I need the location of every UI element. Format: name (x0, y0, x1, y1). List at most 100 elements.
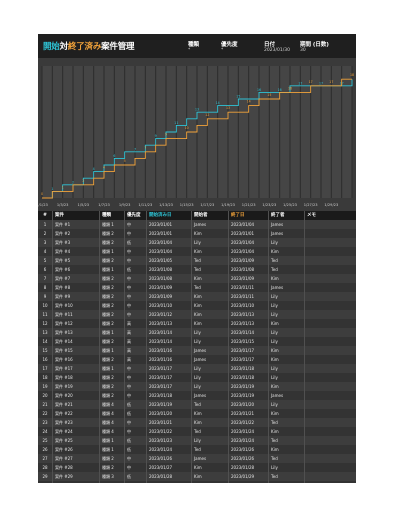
table-cell[interactable]: Lily (191, 373, 228, 382)
table-cell[interactable]: 27 (42, 456, 48, 461)
table-cell[interactable]: Lily (191, 238, 228, 247)
table-cell[interactable]: 19 (42, 384, 48, 389)
table-cell[interactable]: 案件 #18 (52, 373, 99, 382)
table-cell[interactable] (304, 265, 356, 274)
table-cell[interactable]: 種類 1 (99, 346, 124, 355)
table-cell[interactable]: 2023/01/08 (228, 265, 268, 274)
table-cell[interactable]: 案件 #8 (52, 283, 99, 292)
table-cell[interactable]: 2023/01/28 (228, 463, 268, 472)
table-cell[interactable]: 2023/01/14 (146, 328, 191, 337)
table-cell[interactable]: 案件 #3 (52, 238, 99, 247)
table-cell[interactable]: 種類 4 (99, 418, 124, 427)
table-cell[interactable]: 12 (42, 321, 48, 326)
table-cell[interactable]: 2023/01/13 (146, 319, 191, 328)
table-cell[interactable]: 中 (124, 454, 146, 463)
table-cell[interactable]: 2023/01/24 (146, 445, 191, 454)
table-cell[interactable]: Lily (268, 400, 304, 409)
table-cell[interactable]: 中 (124, 382, 146, 391)
table-cell[interactable]: 28 (42, 465, 48, 470)
table-cell[interactable]: 案件 #4 (52, 247, 99, 256)
table-cell[interactable]: 案件 #10 (52, 301, 99, 310)
table-cell[interactable] (304, 337, 356, 346)
table-cell[interactable]: 4 (43, 249, 47, 254)
table-cell[interactable]: 案件 #26 (52, 445, 99, 454)
table-cell[interactable]: 24 (42, 429, 48, 434)
table-cell[interactable]: 高 (124, 346, 146, 355)
table-cell[interactable]: Ted (191, 445, 228, 454)
table-cell[interactable] (304, 472, 356, 481)
table-cell[interactable]: Lily (268, 481, 304, 483)
table-cell[interactable]: Lily (191, 328, 228, 337)
table-cell[interactable] (304, 418, 356, 427)
table-cell[interactable]: 2023/01/27 (146, 463, 191, 472)
table-cell[interactable]: 2023/01/01 (146, 229, 191, 238)
table-cell[interactable]: 案件 #27 (52, 454, 99, 463)
table-cell[interactable]: 種類 2 (99, 256, 124, 265)
table-cell[interactable]: Kim (191, 319, 228, 328)
table-cell[interactable]: 低 (124, 265, 146, 274)
table-cell[interactable]: Ted (191, 283, 228, 292)
table-cell[interactable]: 案件 #29 (52, 472, 99, 481)
table-cell[interactable] (304, 436, 356, 445)
table-cell[interactable]: 中 (124, 427, 146, 436)
table-cell[interactable]: 案件 #17 (52, 364, 99, 373)
table-cell[interactable]: 9 (43, 294, 47, 299)
table-cell[interactable] (304, 283, 356, 292)
table-cell[interactable]: 種類 2 (99, 283, 124, 292)
table-cell[interactable]: James (191, 346, 228, 355)
table-cell[interactable] (304, 220, 356, 229)
table-cell[interactable]: 2023/01/01 (228, 229, 268, 238)
table-cell[interactable]: 種類 2 (99, 337, 124, 346)
table-cell[interactable]: Kim (268, 382, 304, 391)
table-cell[interactable] (304, 364, 356, 373)
table-cell[interactable]: 16 (42, 357, 48, 362)
table-cell[interactable]: 2 (43, 231, 47, 236)
table-cell[interactable]: 中 (124, 220, 146, 229)
table-cell[interactable]: 種類 1 (99, 328, 124, 337)
table-cell[interactable]: Lily (191, 337, 228, 346)
table-cell[interactable]: 種類 2 (99, 319, 124, 328)
table-cell[interactable]: 3 (43, 240, 47, 245)
table-cell[interactable]: Kim (191, 274, 228, 283)
table-cell[interactable]: 案件 #21 (52, 400, 99, 409)
table-cell[interactable]: 種類 3 (99, 481, 124, 483)
table-cell[interactable] (304, 463, 356, 472)
table-cell[interactable] (304, 400, 356, 409)
table-cell[interactable] (304, 292, 356, 301)
table-cell[interactable] (304, 319, 356, 328)
table-cell[interactable]: 案件 #7 (52, 274, 99, 283)
table-cell[interactable]: 2023/01/10 (146, 301, 191, 310)
table-cell[interactable]: James (268, 229, 304, 238)
table-cell[interactable]: 案件 #30 (52, 481, 99, 483)
table-cell[interactable]: 2023/01/28 (146, 472, 191, 481)
table-cell[interactable]: James (268, 391, 304, 400)
table-cell[interactable] (304, 346, 356, 355)
table-cell[interactable] (304, 454, 356, 463)
table-cell[interactable]: Kim (268, 274, 304, 283)
table-cell[interactable]: 中 (124, 229, 146, 238)
table-cell[interactable]: 低 (124, 436, 146, 445)
table-cell[interactable]: 2023/01/04 (228, 247, 268, 256)
table-cell[interactable]: Ted (191, 256, 228, 265)
table-cell[interactable]: 低 (124, 472, 146, 481)
table-cell[interactable]: 案件 #23 (52, 418, 99, 427)
table-cell[interactable]: 案件 #24 (52, 427, 99, 436)
table-cell[interactable]: James (268, 220, 304, 229)
table-cell[interactable]: Kim (191, 472, 228, 481)
table-cell[interactable]: James (268, 283, 304, 292)
table-cell[interactable]: 2023/01/19 (228, 391, 268, 400)
table-cell[interactable]: 2023/01/19 (228, 382, 268, 391)
table-cell[interactable]: Kim (191, 229, 228, 238)
table-cell[interactable]: 14 (42, 339, 48, 344)
table-cell[interactable]: 2023/01/04 (146, 238, 191, 247)
table-cell[interactable]: 5 (43, 258, 47, 263)
table-cell[interactable]: 低 (124, 400, 146, 409)
table-cell[interactable]: 25 (42, 438, 48, 443)
table-cell[interactable]: Kim (268, 427, 304, 436)
table-cell[interactable]: 10 (42, 303, 48, 308)
table-cell[interactable]: 中 (124, 283, 146, 292)
table-cell[interactable]: Lily (268, 337, 304, 346)
table-cell[interactable]: 案件 #19 (52, 382, 99, 391)
table-cell[interactable]: 種類 2 (99, 373, 124, 382)
table-cell[interactable]: 中 (124, 256, 146, 265)
